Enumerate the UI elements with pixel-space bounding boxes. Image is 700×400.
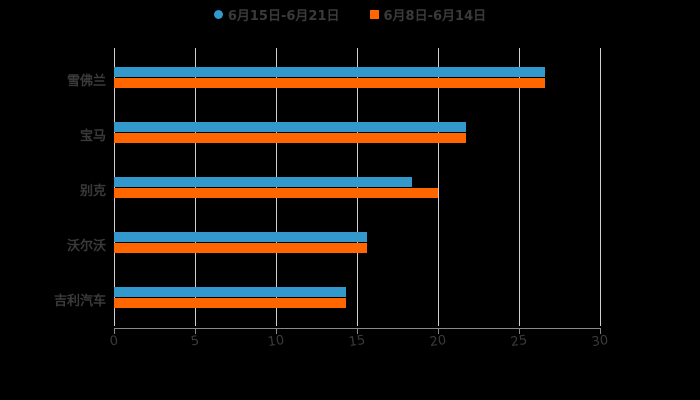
- bar[interactable]: [114, 188, 438, 198]
- x-tick-label: 10: [266, 332, 286, 351]
- bar[interactable]: [114, 243, 367, 253]
- gridline: [438, 48, 439, 326]
- gridline: [600, 48, 601, 326]
- x-tick: [519, 328, 520, 334]
- y-category-label: 别克: [79, 184, 106, 199]
- square-marker-icon: [369, 9, 379, 19]
- y-category-label: 宝马: [79, 129, 106, 144]
- x-axis: [114, 328, 601, 329]
- gridline: [519, 48, 520, 326]
- x-tick-label: 0: [108, 333, 120, 350]
- gridline: [276, 48, 277, 326]
- x-tick: [357, 328, 358, 334]
- y-category-label: 吉利汽车: [53, 294, 106, 309]
- x-tick: [276, 328, 277, 334]
- x-tick: [195, 328, 196, 334]
- bar[interactable]: [114, 78, 545, 88]
- y-category-label: 雪佛兰: [66, 74, 106, 89]
- gridline: [114, 48, 115, 326]
- gridline: [195, 48, 196, 326]
- bar[interactable]: [114, 122, 466, 132]
- x-tick: [600, 328, 601, 334]
- x-tick-label: 5: [189, 333, 201, 350]
- x-tick-label: 15: [347, 332, 367, 351]
- bar[interactable]: [114, 133, 466, 143]
- legend-label: 6月8日-6月14日: [383, 8, 487, 24]
- gridline: [357, 48, 358, 326]
- legend-label: 6月15日-6月21日: [227, 8, 340, 24]
- legend-item-series-1[interactable]: 6月15日-6月21日: [213, 5, 340, 24]
- bar[interactable]: [114, 298, 346, 308]
- x-tick: [438, 328, 439, 334]
- y-category-label: 沃尔沃: [66, 239, 106, 254]
- x-tick: [114, 328, 115, 334]
- circle-marker-icon: [213, 9, 223, 19]
- x-tick-label: 30: [590, 332, 610, 351]
- x-tick-label: 25: [509, 332, 529, 351]
- bar[interactable]: [114, 67, 545, 77]
- legend-item-series-2[interactable]: 6月8日-6月14日: [369, 5, 487, 24]
- bar[interactable]: [114, 177, 413, 187]
- bar[interactable]: [114, 287, 346, 297]
- legend: 6月15日-6月21日 6月8日-6月14日: [0, 4, 700, 24]
- bar[interactable]: [114, 232, 367, 242]
- x-tick-label: 20: [428, 332, 448, 351]
